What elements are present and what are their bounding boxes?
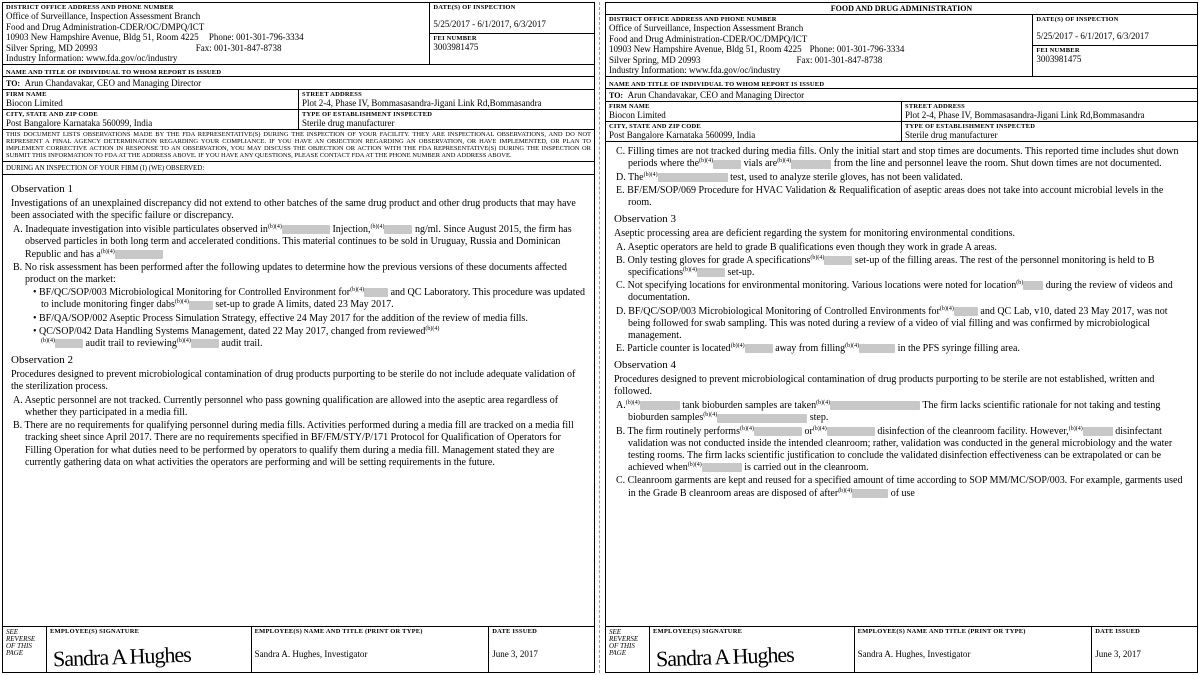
redaction — [827, 427, 875, 436]
office-line1: Office of Surveillance, Inspection Asses… — [6, 11, 426, 21]
redaction — [55, 339, 83, 348]
header-row-2: DISTRICT OFFICE ADDRESS AND PHONE NUMBER… — [606, 15, 1197, 77]
obs4-item-a: A.(b)(4) tank bioburden samples are take… — [614, 400, 1189, 424]
obs2-item-a: A. Aseptic personnel are not tracked. Cu… — [11, 395, 586, 419]
form-page-1: DISTRICT OFFICE ADDRESS AND PHONE NUMBER… — [2, 2, 595, 673]
district-label: DISTRICT OFFICE ADDRESS AND PHONE NUMBER — [6, 4, 426, 11]
redaction — [191, 339, 219, 348]
to-row: TO: Arun Chandavakar, CEO and Managing D… — [3, 77, 594, 90]
redaction — [791, 160, 831, 169]
type-value: Sterile drug manufacturer — [302, 118, 591, 128]
redaction — [1023, 281, 1043, 290]
header-row-1: DISTRICT OFFICE ADDRESS AND PHONE NUMBER… — [3, 3, 594, 65]
dates-cell: DATE(S) OF INSPECTION 5/25/2017 - 6/1/20… — [430, 3, 594, 64]
obs2-item-c: C. Filling times are not tracked during … — [614, 146, 1189, 170]
industry-info: Industry Information: www.fda.gov/oc/ind… — [6, 53, 426, 63]
redaction — [852, 489, 888, 498]
dates-value: 5/25/2017 - 6/1/2017, 6/3/2017 — [433, 19, 591, 29]
signature-cell: EMPLOYEE(S) SIGNATURE Sandra A Hughes — [47, 627, 252, 672]
fda-header: FOOD AND DRUG ADMINISTRATION — [606, 3, 1197, 15]
obs1-b-bullet1: • BF/QC/SOP/003 Microbiological Monitori… — [11, 287, 586, 311]
obs4-statement: Procedures designed to prevent microbiol… — [614, 374, 1189, 398]
obs3-statement: Aseptic processing area are deficient re… — [614, 228, 1189, 240]
redaction — [282, 225, 330, 234]
obs4-item-c: C. Cleanroom garments are kept and reuse… — [614, 475, 1189, 499]
obs4-item-b: B. The firm routinely performs(b)(4) or(… — [614, 426, 1189, 475]
obs1-b-bullet2: • BF/QA/SOP/002 Aseptic Process Simulati… — [11, 313, 586, 325]
disclaimer-text: THIS DOCUMENT LISTS OBSERVATIONS MADE BY… — [3, 130, 594, 162]
redaction — [745, 344, 773, 353]
obs4-title: Observation 4 — [614, 359, 1189, 372]
observations-body-2: C. Filling times are not tracked during … — [606, 142, 1197, 626]
redaction — [830, 401, 920, 410]
redaction — [859, 344, 895, 353]
name-title-label-row: NAME AND TITLE OF INDIVIDUAL TO WHOM REP… — [3, 65, 594, 77]
redaction — [115, 250, 163, 259]
signature-row-2: SEE REVERSE OF THIS PAGE EMPLOYEE(S) SIG… — [606, 626, 1197, 672]
redaction — [713, 160, 741, 169]
office-line3: 10903 New Hampshire Avenue, Bldg 51, Roo… — [6, 32, 426, 42]
redaction — [658, 173, 728, 182]
redaction — [754, 427, 802, 436]
obs3-item-a: A. Aseptic operators are held to grade B… — [614, 242, 1189, 254]
redaction — [640, 401, 680, 410]
city-value: Post Bangalore Karnataka 560099, India — [6, 118, 295, 128]
obs2-item-b: B. There are no requirements for qualify… — [11, 420, 586, 469]
fei-value: 3003981475 — [433, 42, 591, 52]
obs1-b-bullet3: • QC/SOP/042 Data Handling Systems Manag… — [11, 326, 586, 350]
redaction — [189, 301, 213, 310]
obs3-item-e: E. Particle counter is located(b)(4) awa… — [614, 343, 1189, 355]
obs1-statement: Investigations of an unexplained discrep… — [11, 198, 586, 222]
obs3-item-c: C. Not specifying locations for environm… — [614, 280, 1189, 304]
signature-script: Sandra A Hughes — [53, 642, 192, 673]
obs2-item-d: D. The(b)(4) test, used to analyze steri… — [614, 172, 1189, 184]
redaction — [824, 256, 852, 265]
redaction — [717, 414, 807, 423]
form-page-2: FOOD AND DRUG ADMINISTRATION DISTRICT OF… — [605, 2, 1198, 673]
firm-value: Biocon Limited — [6, 98, 295, 108]
redaction — [1083, 427, 1113, 436]
obs2-item-e: E. BF/EM/SOP/069 Procedure for HVAC Vali… — [614, 185, 1189, 209]
firm-street-row: FIRM NAMEBiocon Limited STREET ADDRESSPl… — [3, 90, 594, 110]
date-issued-cell: DATE ISSUED June 3, 2017 — [489, 627, 594, 672]
obs1-item-b: B. No risk assessment has been performed… — [11, 262, 586, 286]
office-line2: Food and Drug Administration-CDER/OC/DMP… — [6, 22, 426, 32]
district-office-cell: DISTRICT OFFICE ADDRESS AND PHONE NUMBER… — [3, 3, 430, 64]
obs1-title: Observation 1 — [11, 183, 586, 196]
redaction — [364, 288, 388, 297]
obs2-title: Observation 2 — [11, 354, 586, 367]
redaction — [702, 463, 742, 472]
obs2-statement: Procedures designed to prevent microbiol… — [11, 369, 586, 393]
obs1-item-a: A. Inadequate investigation into visible… — [11, 224, 586, 261]
redaction — [954, 307, 978, 316]
observations-body-1: Observation 1 Investigations of an unexp… — [3, 175, 594, 626]
page-divider — [599, 2, 601, 673]
office-line4: Silver Spring, MD 20993 Fax: 001-301-847… — [6, 43, 426, 53]
redaction — [384, 225, 412, 234]
street-value: Plot 2-4, Phase IV, Bommasasandra-Jigani… — [302, 98, 591, 108]
see-reverse: SEE REVERSE OF THIS PAGE — [3, 627, 47, 672]
obs3-title: Observation 3 — [614, 213, 1189, 226]
to-value: Arun Chandavakar, CEO and Managing Direc… — [25, 78, 202, 88]
employee-name-cell: EMPLOYEE(S) NAME AND TITLE (Print or Typ… — [252, 627, 490, 672]
obs3-item-d: D. BF/QC/SOP/003 Microbiological Monitor… — [614, 306, 1189, 343]
redaction — [697, 268, 725, 277]
signature-row: SEE REVERSE OF THIS PAGE EMPLOYEE(S) SIG… — [3, 626, 594, 672]
during-text: DURING AN INSPECTION OF YOUR FIRM (I) (W… — [3, 162, 594, 175]
city-type-row: CITY, STATE AND ZIP CODEPost Bangalore K… — [3, 110, 594, 130]
obs3-item-b: B. Only testing gloves for grade A speci… — [614, 255, 1189, 279]
